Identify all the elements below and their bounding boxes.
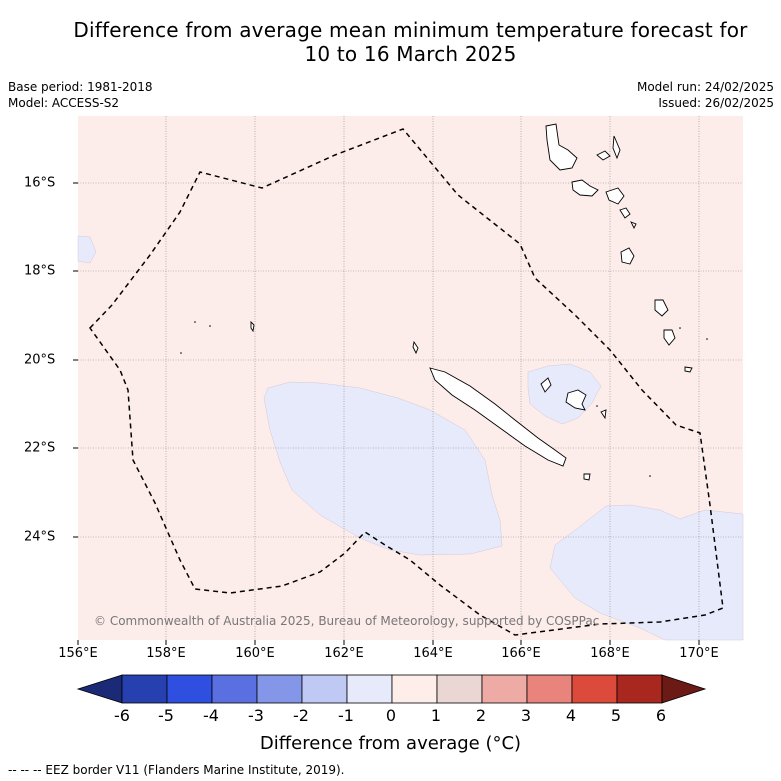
colorbar-segment: [391, 674, 438, 704]
ambae: [596, 150, 611, 161]
colorbar-extend-high: [661, 674, 707, 704]
meta-right: Model run: 24/02/2025 Issued: 26/02/2025: [637, 79, 774, 111]
copyright-credit: © Commonwealth of Australia 2025, Bureau…: [94, 614, 600, 628]
x-tick-label: 166°E: [501, 646, 541, 661]
colorbar-segment: [526, 674, 573, 704]
colorbar-segment: [571, 674, 618, 704]
issued-date: Issued: 26/02/2025: [658, 96, 774, 110]
mare-island: [540, 377, 552, 393]
y-tick-label: 24°S: [24, 529, 56, 545]
maewo: [612, 135, 621, 160]
matthew-island: [684, 366, 693, 373]
eez-legend-note: -- -- -- EEZ border V11 (Flanders Marine…: [8, 763, 345, 777]
x-tick-label: 162°E: [324, 646, 364, 661]
belep-islands: [412, 340, 419, 355]
lifou-island: [565, 389, 587, 411]
colorbar-tick: 6: [655, 706, 667, 725]
colorbar-segment: [301, 674, 348, 704]
chesterfield-islet: [250, 320, 255, 333]
y-tick-label: 20°S: [24, 352, 56, 368]
y-tick-label: 18°S: [24, 263, 56, 279]
colorbar-tick: -1: [338, 706, 354, 725]
base-period: Base period: 1981-2018: [8, 80, 153, 94]
new-caledonia: [429, 367, 567, 467]
coastlines: [250, 123, 693, 481]
axis-ticks: [73, 182, 700, 645]
y-tick-label: 22°S: [24, 440, 56, 456]
colorbar-label: Difference from average (°C): [259, 733, 522, 754]
pentecost: [605, 187, 625, 205]
model-run: Model run: 24/02/2025: [636, 80, 774, 94]
colorbar-segment: [166, 674, 213, 704]
x-tick-label: 158°E: [146, 646, 186, 661]
cool-area-southeast: [549, 504, 744, 641]
chart-title: Difference from average mean minimum tem…: [0, 18, 781, 66]
title-line-1: Difference from average mean minimum tem…: [73, 18, 748, 42]
colorbar-segment: [211, 674, 258, 704]
gridlines: [78, 116, 743, 640]
x-tick-label: 170°E: [679, 646, 719, 661]
colorbar-tick: -5: [158, 706, 174, 725]
colorbar-tick: -2: [293, 706, 309, 725]
small-islets: [180, 321, 708, 477]
x-tick-label: 164°E: [413, 646, 453, 661]
malekula: [571, 179, 599, 197]
colorbar-segment: [256, 674, 303, 704]
shepherd-islands: [630, 221, 637, 230]
colorbar-tick: -4: [203, 706, 219, 725]
cool-area-west: [77, 235, 97, 264]
colorbar-segment: [481, 674, 528, 704]
colorbar-tick: 4: [565, 706, 577, 725]
colorbar-segment: [436, 674, 483, 704]
colorbar-tick: 1: [430, 706, 442, 725]
colorbar-tick: 3: [520, 706, 532, 725]
espiritu-santo: [545, 123, 578, 171]
colorbar-tick: -6: [114, 706, 130, 725]
colorbar-segment: [121, 674, 168, 704]
ouvea-island: [600, 409, 607, 420]
colorbar-tick: 5: [610, 706, 622, 725]
aneityum: [663, 329, 676, 346]
walpole-island: [583, 473, 591, 481]
colorbar-segment: [346, 674, 393, 704]
cool-area-central: [263, 381, 503, 556]
erromango: [620, 247, 635, 265]
y-tick-label: 16°S: [24, 175, 56, 191]
colorbar-tick: 0: [385, 706, 397, 725]
efate: [619, 207, 631, 219]
colorbar-segment: [616, 674, 663, 704]
colorbar-tick: -3: [248, 706, 264, 725]
title-line-2: 10 to 16 March 2025: [304, 42, 517, 66]
colorbar-tick: 2: [475, 706, 487, 725]
model-name: Model: ACCESS-S2: [8, 96, 120, 110]
tanna: [654, 299, 669, 317]
colorbar-extend-low: [76, 674, 123, 704]
x-tick-label: 156°E: [58, 646, 98, 661]
x-tick-label: 168°E: [590, 646, 630, 661]
x-tick-label: 160°E: [235, 646, 275, 661]
meta-left: Base period: 1981-2018 Model: ACCESS-S2: [8, 79, 153, 111]
